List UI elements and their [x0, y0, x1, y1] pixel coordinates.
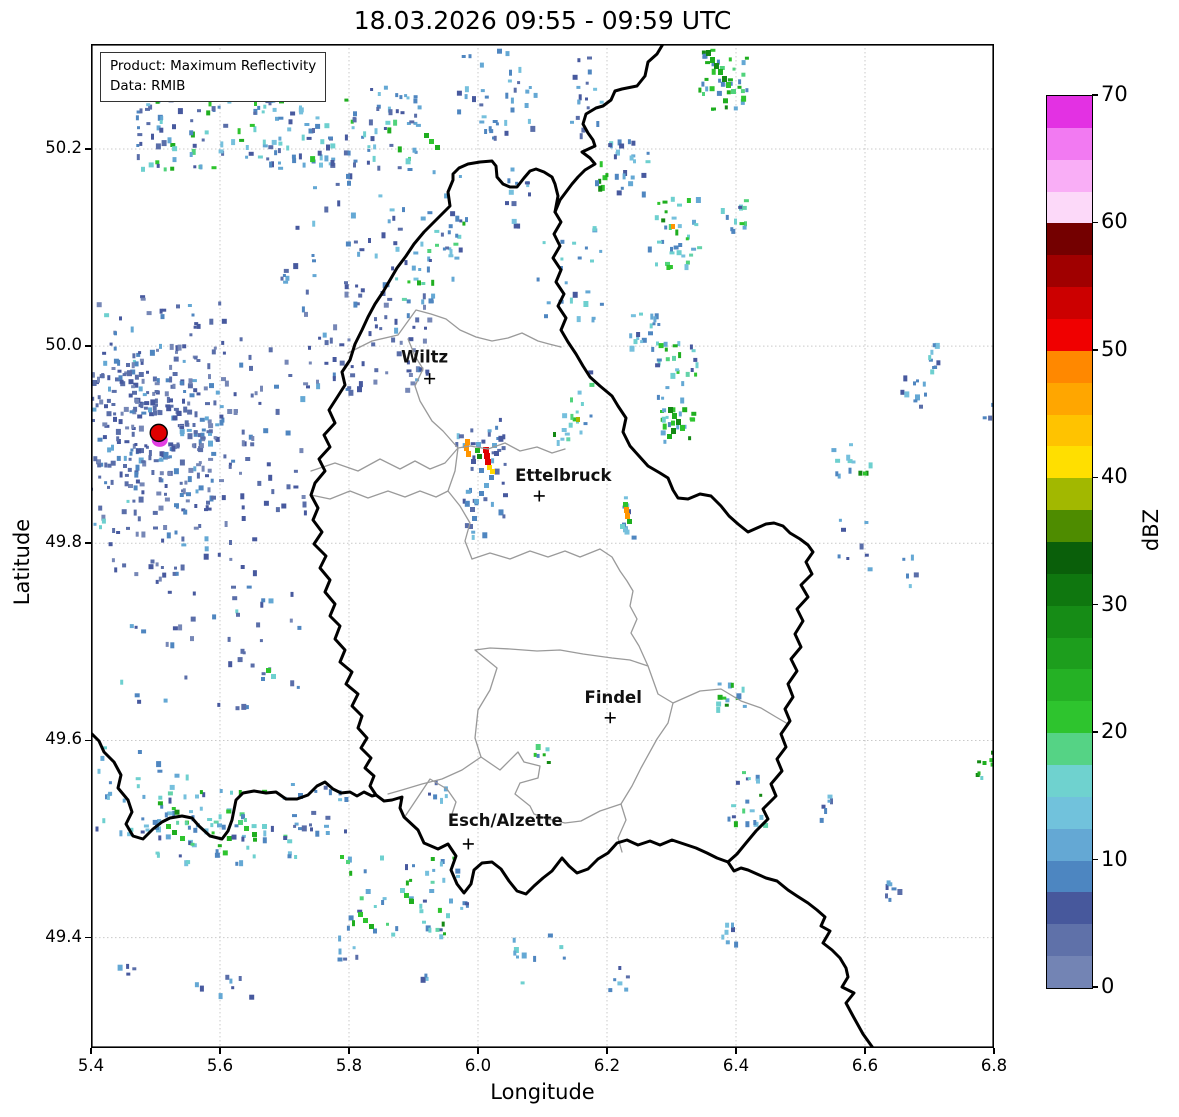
product-info-box: Product: Maximum Reflectivity Data: RMIB: [100, 52, 327, 102]
plot-frame: [91, 44, 994, 1048]
y-tick-label: 49.8: [45, 532, 82, 552]
x-tick-label: 6.2: [593, 1056, 621, 1075]
city-markers: Wiltz Ettelbruck Findel Esch/Alzette: [401, 348, 642, 850]
data-source-line: Data: RMIB: [110, 78, 186, 95]
y-tick-label: 50.0: [45, 335, 82, 355]
city-label: Findel: [585, 688, 642, 707]
x-tick-label: 6.6: [851, 1056, 879, 1075]
x-axis-label: Longitude: [490, 1080, 595, 1104]
colorbar-tick-label: 50: [1101, 336, 1128, 361]
colorbar-tick-label: 40: [1101, 464, 1128, 489]
city-label: Wiltz: [401, 348, 448, 367]
radar-echoes: [91, 48, 994, 1000]
page-title: 18.03.2026 09:55 - 09:59 UTC: [353, 6, 732, 35]
city-label: Esch/Alzette: [448, 811, 563, 830]
country-borders: [91, 44, 875, 1048]
y-tick-label: 49.6: [45, 729, 82, 749]
radar-site-marker: [149, 423, 168, 447]
city-label: Ettelbruck: [515, 466, 612, 485]
colorbar: [1046, 95, 1093, 989]
y-tick-label: 50.2: [45, 137, 82, 157]
colorbar-tick-label: 10: [1101, 846, 1128, 871]
colorbar-tick-label: 70: [1101, 82, 1128, 106]
x-tick-label: 6.0: [464, 1056, 492, 1075]
grid-lines: [91, 44, 994, 1048]
colorbar-label: dBZ: [1139, 508, 1163, 552]
colorbar-tick-label: 0: [1101, 974, 1115, 998]
x-tick-label: 6.4: [722, 1056, 750, 1075]
x-tick-label: 5.8: [335, 1056, 363, 1075]
region-borders: [310, 309, 789, 853]
colorbar-tick-label: 30: [1101, 591, 1128, 616]
colorbar-tick-label: 20: [1101, 719, 1128, 744]
y-tick-label: 49.4: [45, 926, 82, 946]
y-axis-label: Latitude: [10, 518, 34, 606]
colorbar-tick-label: 60: [1101, 209, 1128, 234]
x-tick-label: 5.4: [77, 1056, 105, 1075]
x-tick-label: 5.6: [206, 1056, 234, 1075]
x-tick-label: 6.8: [980, 1056, 1008, 1075]
map-plot-area: Wiltz Ettelbruck Findel Esch/Alzette: [91, 44, 994, 1048]
product-line: Product: Maximum Reflectivity: [110, 58, 317, 74]
radar-map-canvas: Wiltz Ettelbruck Findel Esch/Alzette: [91, 44, 994, 1048]
